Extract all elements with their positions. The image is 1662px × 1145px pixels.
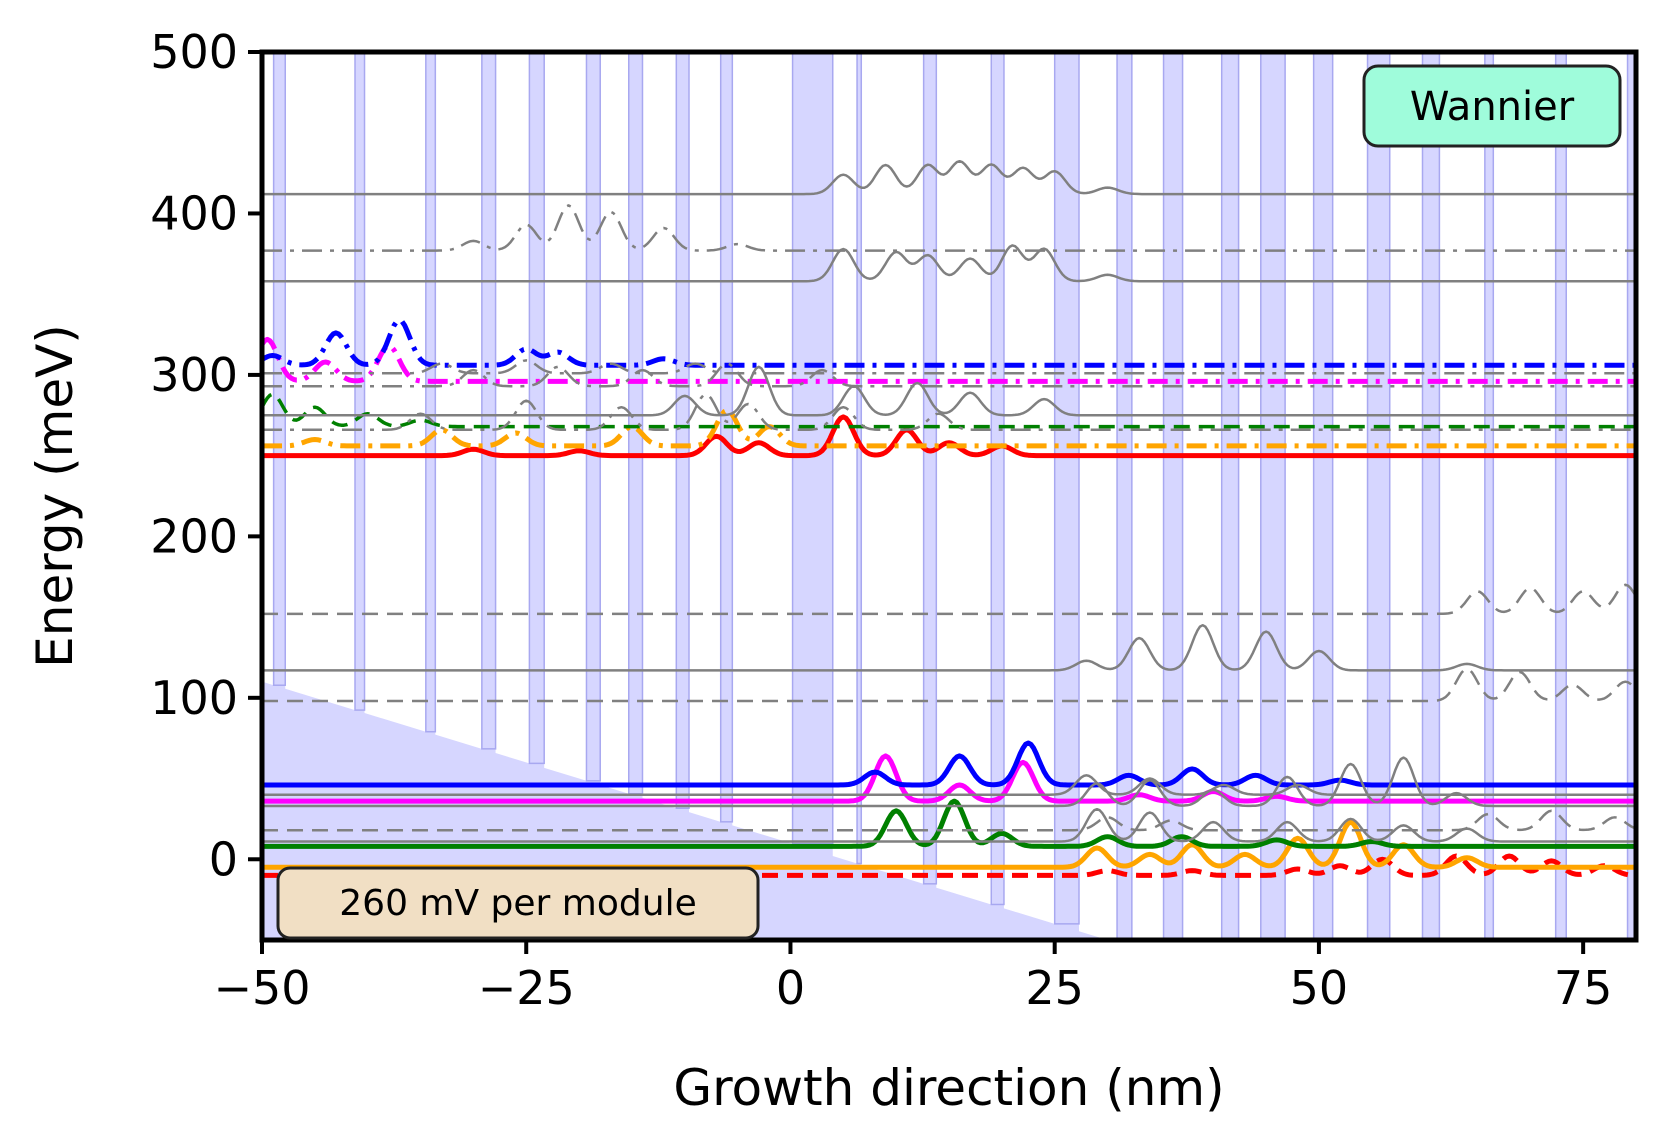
y-tick-label: 0: [209, 832, 238, 886]
series-gray-high-4: [262, 359, 1636, 375]
y-axis-label: Energy (meV): [26, 324, 84, 668]
x-tick-label: 50: [1290, 961, 1349, 1015]
barrier-11: [856, 52, 863, 865]
series-gray-high-1: [262, 393, 1636, 432]
series-gray-low-3: [262, 756, 1636, 808]
series-gray-high-2: [262, 365, 1636, 417]
potential-profile: [262, 52, 1636, 940]
barrier-23: [1554, 52, 1567, 940]
x-tick-label: −50: [213, 961, 310, 1015]
y-tick-label: 100: [150, 671, 238, 725]
series-orange-upper: [262, 407, 1636, 449]
series-gray-low-2: [262, 809, 1636, 832]
series-gray-low-4: [262, 774, 1636, 796]
series-gray-mid-1: [262, 667, 1636, 703]
x-tick-label: 25: [1025, 961, 1084, 1015]
series-gray-top-3: [262, 159, 1636, 196]
series-gray-low-1: [262, 807, 1636, 843]
wannier-badge: Wannier: [1362, 64, 1622, 148]
series-gray-high-3: [262, 362, 1636, 388]
y-tick-label: 500: [150, 25, 238, 79]
series-gray-mid-2: [262, 623, 1636, 672]
barrier-22: [1484, 52, 1495, 940]
barrier-17: [1220, 52, 1240, 940]
series-gray-top-2: [262, 204, 1636, 252]
x-axis-label: Growth direction (nm): [673, 1059, 1224, 1117]
barrier-18: [1260, 52, 1286, 940]
barrier-14: [1053, 52, 1080, 925]
series-red-upper: [262, 414, 1636, 459]
barrier-12: [922, 52, 938, 885]
series-blue-lower: [262, 740, 1636, 788]
barrier-8: [675, 52, 690, 810]
y-tick-label: 300: [150, 348, 238, 402]
series-gray-top-1: [262, 244, 1636, 283]
plot-frame: [259, 49, 1639, 943]
barrier-19: [1312, 52, 1334, 940]
axis-ticks: −50 −25 0 25 50 75 0 100 200 300 400 500: [150, 25, 1612, 1015]
wannier-badge-label: Wannier: [1410, 84, 1575, 130]
series-magenta-upper: [262, 336, 1636, 384]
module-bias-label: 260 mV per module: [339, 883, 696, 924]
x-tick-label: 75: [1554, 961, 1613, 1015]
barrier-7: [628, 52, 644, 795]
barrier-15: [1116, 52, 1133, 940]
y-tick-label: 200: [150, 509, 238, 563]
x-tick-label: −25: [478, 961, 575, 1015]
y-tick-label: 400: [150, 186, 238, 240]
barrier-5: [528, 52, 545, 765]
barrier-16: [1162, 52, 1184, 940]
series-gray-mid-3: [262, 583, 1636, 616]
x-tick-label: 0: [776, 961, 805, 1015]
series-blue-upper: [262, 317, 1636, 368]
series-magenta-lower: [262, 753, 1636, 804]
barrier-13: [990, 52, 1005, 906]
barrier-3: [425, 52, 437, 733]
module-bias-badge: 260 mV per module: [276, 866, 760, 940]
barrier-4: [481, 52, 497, 750]
barrier-20: [1366, 52, 1391, 940]
series-green-upper: [262, 392, 1636, 429]
barrier-21: [1421, 52, 1441, 940]
